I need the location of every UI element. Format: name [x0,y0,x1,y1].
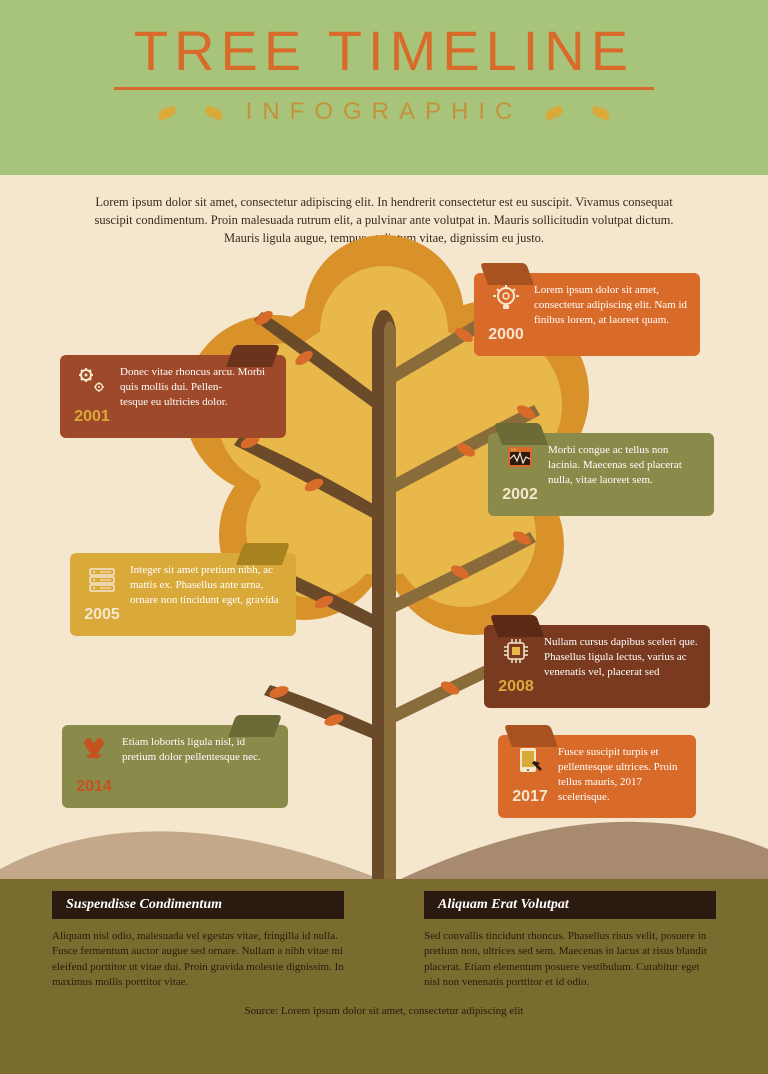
chip-icon [500,658,532,670]
card-text: Donec vitae rhoncus arcu. Morbi quis mol… [120,365,274,427]
card-text: Etiam lobortis ligula nisl, id pretium d… [122,735,276,797]
card-tab [480,263,534,285]
card-year: 2000 [486,324,526,346]
title-rule [114,87,654,90]
title-text: TREE TIMELINE [128,18,640,83]
leaf-decor-icon [204,105,224,121]
leaf-decor-icon [544,105,564,121]
subtitle: INFOGRAPHIC [0,98,768,126]
timeline-card-2002: 2002 Morbi congue ac tellus non lacinia. … [488,433,714,515]
timeline-card-2014: 2014 Etiam lobortis ligula nisl, id preti… [62,725,288,807]
card-year: 2017 [510,786,550,808]
header: TREE TIMELINE INFOGRAPHIC [0,0,768,175]
tablet-icon [514,768,546,780]
card-tab [236,543,290,565]
card-icon-col: 2005 [82,563,122,625]
monitor-icon [504,466,536,478]
card-text: Lorem ipsum dolor sit amet, consectetur … [534,283,688,345]
footer-col-left: Suspendisse Condimentum Aliquam nisl odi… [52,891,344,991]
card-tab [504,725,558,747]
leaf-decor-icon [157,105,177,121]
card-text: Integer sit amet pretium nibh, ac mattis… [130,563,284,625]
card-year: 2001 [72,406,112,428]
card-tab [490,615,544,637]
gears-icon [76,388,108,400]
card-icon-col: 2014 [74,735,114,797]
card-tab [494,423,548,445]
card-icon-col: 2000 [486,283,526,345]
card-year: 2008 [496,676,536,698]
card-tab [228,715,282,737]
card-icon-col: 2008 [496,635,536,697]
card-text: Morbi congue ac tellus non lacinia. Maec… [548,443,702,505]
server-icon [86,586,118,598]
leaf-decor-icon [591,105,611,121]
timeline-card-2001: 2001 Donec vitae rhoncus arcu. Morbi quis… [60,355,286,437]
card-year: 2002 [500,484,540,506]
card-text: Nullam cursus dapibus sceleri que. Phase… [544,635,698,697]
card-icon-col: 2002 [500,443,540,505]
card-year: 2005 [82,604,122,626]
timeline-card-2017: 2017 Fusce suscipit turpis et pellentesqu… [498,735,696,817]
footer-left-head: Suspendisse Condimentum [52,891,344,919]
title: TREE TIMELINE [0,18,768,83]
subtitle-text: INFOGRAPHIC [246,98,523,125]
timeline-card-2005: 2005 Integer sit amet pretium nibh, ac ma… [70,553,296,635]
infographic-root: TREE TIMELINE INFOGRAPHIC Lorem ipsum do… [0,0,768,1074]
footer-col-right: Aliquam Erat Volutpat Sed convallis tinc… [424,891,716,991]
footer: Suspendisse Condimentum Aliquam nisl odi… [0,879,768,1074]
tree-area: 2000 Lorem ipsum dolor sit amet, consecte… [0,255,768,895]
footer-source: Source: Lorem ipsum dolor sit amet, cons… [52,1005,716,1017]
bulb-icon [490,306,522,318]
footer-right-text: Sed convallis tincidunt rhoncus. Phasell… [424,929,716,991]
wrench-icon [78,758,110,770]
footer-left-text: Aliquam nisl odio, malesuada vel egestas… [52,929,344,991]
card-year: 2014 [74,776,114,798]
card-icon-col: 2001 [72,365,112,427]
timeline-card-2008: 2008 Nullam cursus dapibus sceleri que. P… [484,625,710,707]
footer-right-head: Aliquam Erat Volutpat [424,891,716,919]
card-tab [226,345,280,367]
card-text: Fusce suscipit turpis et pellentesque ul… [558,745,684,807]
card-icon-col: 2017 [510,745,550,807]
timeline-card-2000: 2000 Lorem ipsum dolor sit amet, consecte… [474,273,700,355]
